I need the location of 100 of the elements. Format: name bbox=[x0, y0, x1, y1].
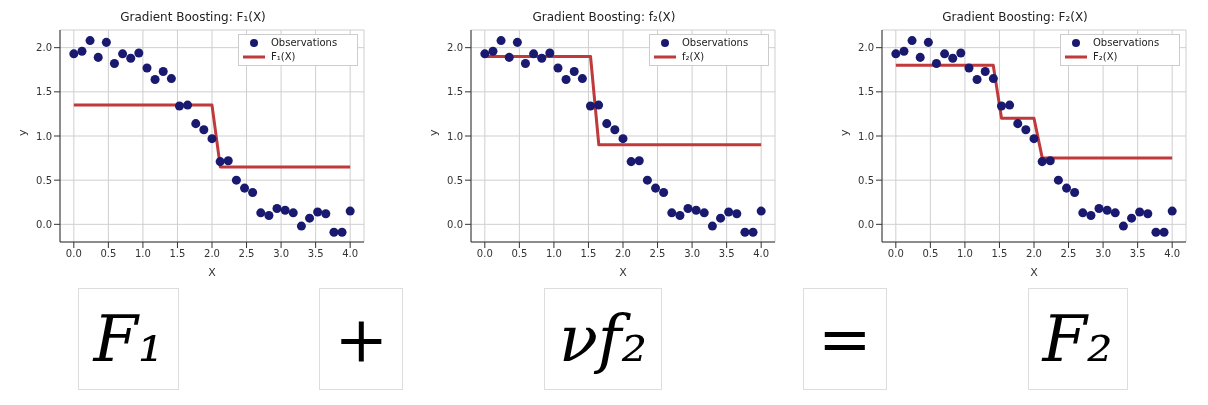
y-tick-label: 0.0 bbox=[447, 218, 463, 230]
point bbox=[272, 203, 282, 213]
point bbox=[118, 49, 128, 59]
point bbox=[732, 209, 742, 219]
point bbox=[964, 63, 974, 73]
point bbox=[1102, 205, 1112, 215]
point bbox=[561, 74, 571, 84]
point bbox=[1005, 100, 1015, 110]
point bbox=[529, 49, 539, 59]
x-tick-label: 3.5 bbox=[1129, 248, 1146, 260]
point bbox=[699, 208, 709, 218]
legend-label: f₂(X) bbox=[682, 50, 705, 64]
point bbox=[948, 53, 958, 63]
y-tick-label: 1.0 bbox=[447, 130, 463, 142]
point bbox=[345, 206, 355, 216]
point bbox=[1086, 210, 1096, 221]
x-tick-label: 4.0 bbox=[1164, 248, 1181, 260]
point bbox=[150, 74, 160, 84]
y-axis-title: y bbox=[426, 129, 440, 136]
point bbox=[158, 67, 168, 77]
point bbox=[109, 59, 119, 69]
x-tick-label: 2.5 bbox=[1060, 248, 1077, 260]
point bbox=[545, 48, 555, 58]
point bbox=[1070, 188, 1080, 198]
point bbox=[907, 36, 917, 46]
x-tick-label: 0.5 bbox=[100, 248, 117, 260]
point bbox=[651, 183, 661, 193]
point bbox=[923, 37, 933, 47]
point bbox=[626, 157, 636, 167]
point bbox=[223, 156, 233, 166]
text: = bbox=[803, 288, 887, 390]
point bbox=[248, 188, 258, 198]
point bbox=[1094, 203, 1104, 213]
point bbox=[683, 203, 693, 213]
point bbox=[321, 209, 331, 219]
x-tick-label: 2.5 bbox=[238, 248, 255, 260]
x-tick-label: 0.0 bbox=[65, 248, 82, 260]
x-tick-label: 1.0 bbox=[956, 248, 973, 260]
point bbox=[183, 100, 193, 110]
point bbox=[634, 156, 644, 166]
chart-title: Gradient Boosting: F₁(X) bbox=[119, 9, 267, 26]
point bbox=[996, 101, 1006, 111]
point bbox=[756, 206, 766, 216]
y-tick-label: 1.5 bbox=[36, 86, 52, 98]
point bbox=[980, 67, 990, 77]
x-tick-label: 1.5 bbox=[991, 248, 1008, 260]
point bbox=[675, 210, 685, 221]
point bbox=[313, 207, 323, 217]
y-tick-label: 1.0 bbox=[858, 130, 874, 142]
point bbox=[240, 183, 250, 193]
point bbox=[288, 208, 298, 218]
point bbox=[642, 175, 652, 185]
point bbox=[1078, 208, 1088, 218]
x-axis-title: X bbox=[208, 266, 217, 279]
point bbox=[899, 46, 909, 56]
point bbox=[610, 125, 620, 135]
x-tick-label: 2.0 bbox=[1026, 248, 1042, 260]
y-tick-label: 1.5 bbox=[447, 86, 463, 98]
x-tick-label: 0.0 bbox=[476, 248, 493, 260]
point bbox=[215, 157, 225, 167]
x-tick-label: 4.0 bbox=[342, 248, 359, 260]
x-tick-label: 3.0 bbox=[684, 248, 701, 260]
point bbox=[707, 221, 717, 231]
point bbox=[1110, 208, 1120, 218]
y-tick-label: 2.0 bbox=[447, 42, 463, 54]
point bbox=[716, 213, 726, 223]
legend-label: Observations bbox=[682, 36, 749, 50]
y-tick-label: 2.0 bbox=[36, 42, 52, 54]
point bbox=[264, 210, 274, 221]
x-tick-label: 4.0 bbox=[753, 248, 770, 260]
x-tick-label: 2.0 bbox=[204, 248, 220, 260]
point bbox=[891, 49, 901, 59]
point bbox=[166, 74, 176, 84]
x-tick-label: 1.5 bbox=[169, 248, 186, 260]
point bbox=[512, 37, 522, 47]
point bbox=[585, 101, 595, 111]
x-tick-label: 3.5 bbox=[718, 248, 735, 260]
point bbox=[602, 119, 612, 129]
x-tick-label: 1.0 bbox=[134, 248, 151, 260]
y-tick-label: 0.5 bbox=[447, 174, 463, 186]
point bbox=[77, 46, 87, 56]
text: + bbox=[319, 288, 403, 390]
point bbox=[134, 48, 144, 58]
point bbox=[142, 63, 152, 73]
point bbox=[337, 227, 347, 237]
y-axis-title: y bbox=[837, 129, 851, 136]
point bbox=[740, 227, 750, 237]
point bbox=[1045, 156, 1055, 166]
y-tick-label: 0.5 bbox=[36, 174, 52, 186]
x-tick-label: 0.5 bbox=[922, 248, 939, 260]
point bbox=[940, 49, 950, 59]
point bbox=[480, 49, 490, 59]
point bbox=[1037, 157, 1047, 167]
point bbox=[691, 205, 701, 215]
point bbox=[126, 53, 136, 63]
legend-label: F₂(X) bbox=[1093, 50, 1118, 64]
point bbox=[488, 46, 498, 56]
point bbox=[1167, 206, 1177, 216]
x-tick-label: 1.5 bbox=[580, 248, 597, 260]
point bbox=[231, 175, 241, 185]
